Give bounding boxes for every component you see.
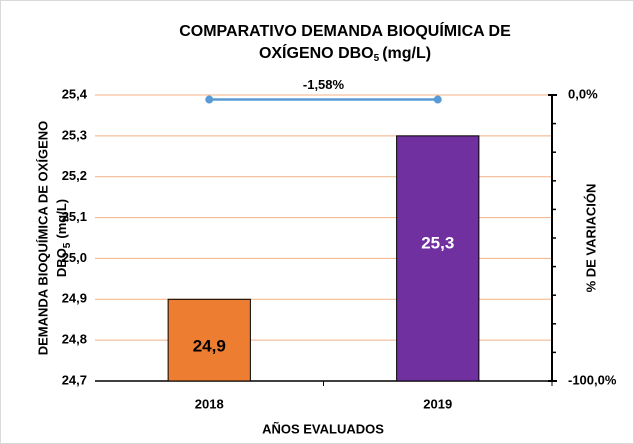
title-part: OXÍGENO DBO bbox=[259, 43, 374, 62]
x-tick-label: 2018 bbox=[195, 396, 224, 411]
bar bbox=[167, 298, 251, 382]
y-label-subscript: 5 bbox=[62, 242, 73, 248]
annotation: -1,58% bbox=[303, 77, 345, 92]
y2-tick-label: -100,0% bbox=[568, 372, 617, 387]
bar bbox=[396, 135, 480, 382]
x-axis-label: AÑOS EVALUADOS bbox=[262, 421, 384, 436]
x-tick-label: 2019 bbox=[423, 396, 452, 411]
y-tick-label: 24,7 bbox=[62, 372, 87, 387]
y-tick-label: 24,9 bbox=[62, 291, 87, 306]
y-tick-label: 24,8 bbox=[62, 332, 87, 347]
y-label-part: DBO bbox=[54, 248, 69, 277]
y-axis-label: DEMANDA BIOQUÍMICA DE OXÍGENO bbox=[35, 121, 50, 356]
y2-axis-label: % DE VARIACIÓN bbox=[583, 184, 598, 293]
line-marker bbox=[433, 95, 442, 104]
line-marker bbox=[205, 95, 214, 104]
y-tick-label: 25,0 bbox=[62, 250, 87, 265]
y2-tick-label: 0,0% bbox=[568, 86, 598, 101]
y-tick-label: 25,3 bbox=[62, 127, 87, 142]
chart-title: OXÍGENO DBO5 (mg/L) bbox=[259, 43, 431, 63]
bar-value-label: 25,3 bbox=[421, 233, 454, 252]
title-part: (mg/L) bbox=[382, 45, 431, 62]
chart-title: COMPARATIVO DEMANDA BIOQUÍMICA DE bbox=[179, 21, 511, 40]
y-label-part: (mg/L) bbox=[54, 199, 69, 239]
bar-value-label: 24,9 bbox=[193, 337, 226, 356]
y-tick-label: 25,2 bbox=[62, 168, 87, 183]
y-axis-label: DBO5 (mg/L) bbox=[54, 199, 72, 277]
y-tick-label: 25,4 bbox=[62, 86, 88, 101]
y-tick-label: 25,1 bbox=[62, 209, 87, 224]
title-subscript: 5 bbox=[374, 53, 380, 64]
